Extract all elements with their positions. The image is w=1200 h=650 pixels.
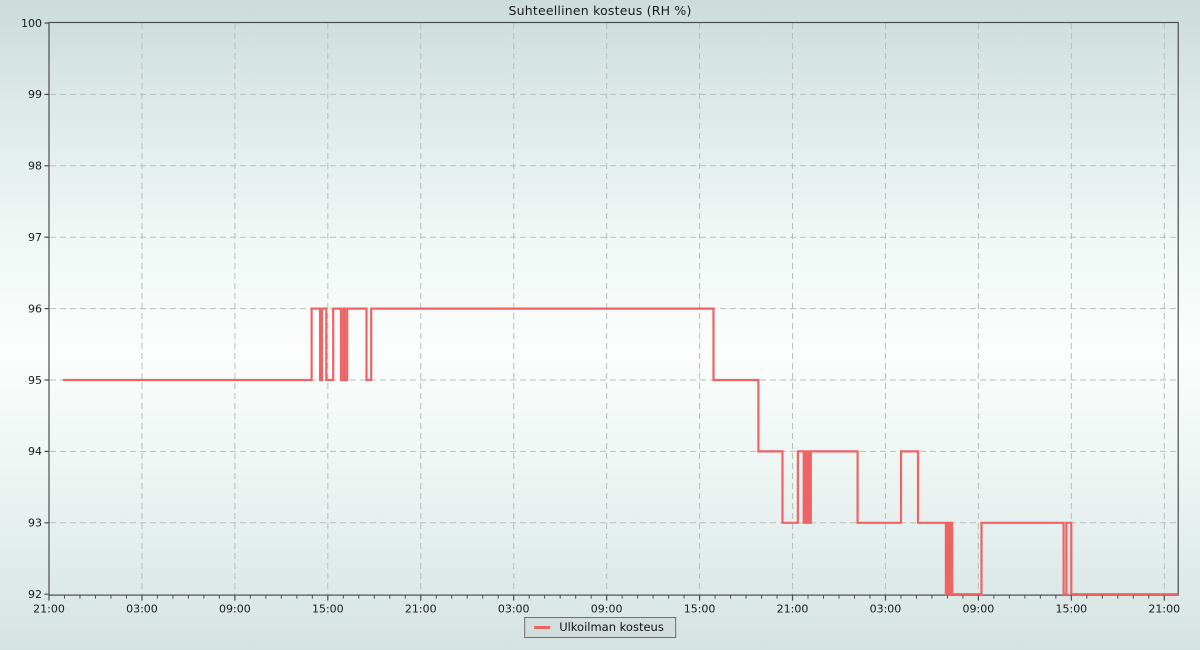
svg-text:03:00: 03:00 <box>498 603 530 616</box>
svg-text:09:00: 09:00 <box>219 603 251 616</box>
x-minor-ticks <box>63 595 1150 599</box>
svg-text:15:00: 15:00 <box>312 603 344 616</box>
legend: Ulkoilman kosteus <box>524 617 676 638</box>
svg-text:09:00: 09:00 <box>963 603 995 616</box>
legend-label: Ulkoilman kosteus <box>559 620 664 634</box>
x-axis-ticks: 21:00 03:00 09:00 15:00 21:00 03:00 09:00 15:00… <box>33 595 1180 616</box>
svg-text:98: 98 <box>28 160 42 173</box>
svg-text:99: 99 <box>28 88 42 101</box>
svg-text:03:00: 03:00 <box>126 603 158 616</box>
svg-text:03:00: 03:00 <box>870 603 902 616</box>
svg-text:92: 92 <box>28 588 42 601</box>
svg-text:94: 94 <box>28 445 42 458</box>
chart-title: Suhteellinen kosteus (RH %) <box>508 3 692 18</box>
svg-text:95: 95 <box>28 374 42 387</box>
legend-line-icon <box>534 625 551 629</box>
y-axis-ticks: 92 93 94 95 96 97 98 99 100 <box>21 17 49 601</box>
svg-text:21:00: 21:00 <box>777 603 809 616</box>
svg-text:100: 100 <box>21 17 42 30</box>
series-line-ulkoilman-kosteus <box>62 307 1179 596</box>
svg-text:21:00: 21:00 <box>33 603 65 616</box>
svg-text:21:00: 21:00 <box>405 603 437 616</box>
svg-text:15:00: 15:00 <box>1055 603 1087 616</box>
svg-text:21:00: 21:00 <box>1148 603 1180 616</box>
svg-text:96: 96 <box>28 302 42 315</box>
svg-text:97: 97 <box>28 231 42 244</box>
svg-text:09:00: 09:00 <box>591 603 623 616</box>
svg-text:15:00: 15:00 <box>684 603 716 616</box>
svg-text:93: 93 <box>28 517 42 530</box>
